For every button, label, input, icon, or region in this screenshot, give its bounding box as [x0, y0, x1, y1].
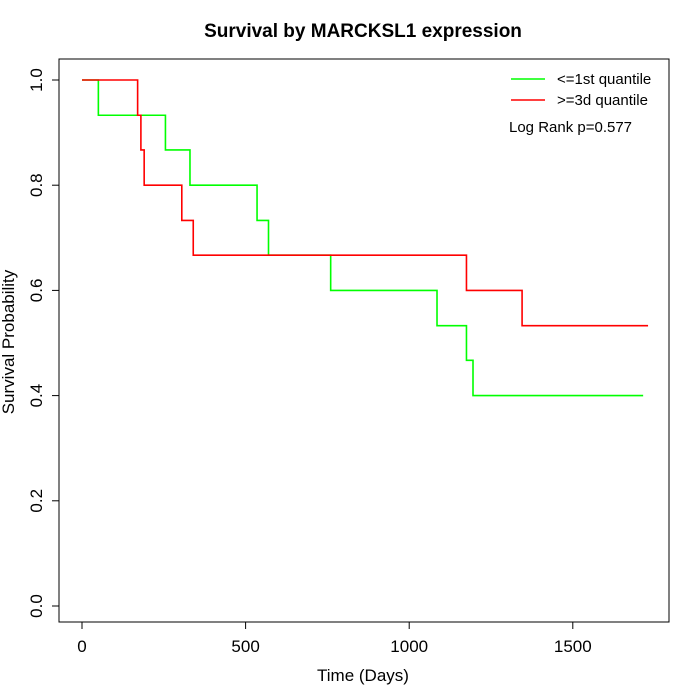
log-rank-annotation: Log Rank p=0.577 — [509, 119, 632, 136]
legend: <=1st quantile >=3d quantile — [511, 71, 651, 109]
y-axis-label: Survival Probability — [0, 269, 18, 414]
y-tick-label: 0.2 — [27, 489, 46, 513]
x-axis: 0 500 1000 1500 — [77, 621, 592, 656]
series-layer — [82, 79, 649, 397]
x-tick-label: 1500 — [554, 637, 592, 656]
y-axis: 0.0 0.2 0.4 0.6 0.8 1.0 — [27, 68, 60, 618]
x-axis-label: Time (Days) — [317, 666, 409, 685]
legend-label: >=3d quantile — [557, 92, 648, 109]
x-tick-label: 500 — [231, 637, 259, 656]
series-line-high-quantile — [82, 79, 649, 327]
y-tick-label: 1.0 — [27, 68, 46, 92]
x-tick-label: 1000 — [390, 637, 428, 656]
chart-title: Survival by MARCKSL1 expression — [204, 21, 522, 42]
legend-label: <=1st quantile — [557, 71, 651, 88]
y-tick-label: 0.8 — [27, 173, 46, 197]
y-tick-label: 0.4 — [27, 384, 46, 408]
series-line-low-quantile — [82, 79, 644, 397]
plot-frame — [58, 58, 670, 623]
y-tick-label: 0.0 — [27, 594, 46, 618]
x-tick-label: 0 — [77, 637, 86, 656]
y-tick-label: 0.6 — [27, 279, 46, 303]
